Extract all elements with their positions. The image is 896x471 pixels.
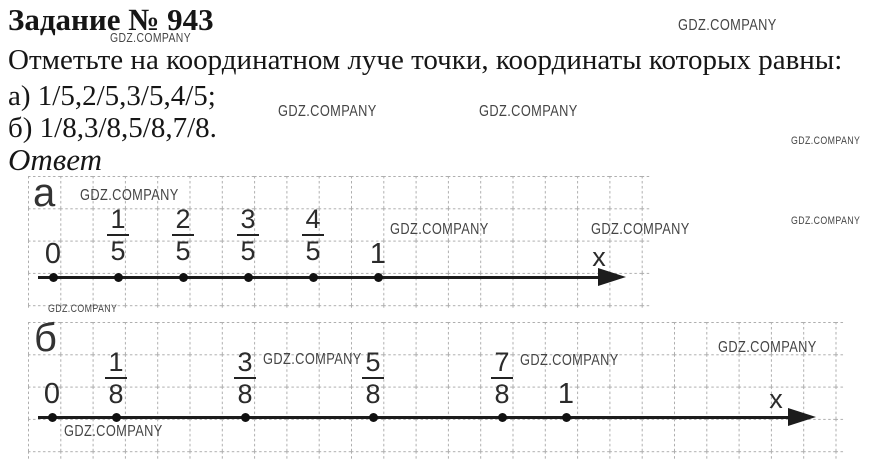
fraction-label-3-8: 3 8 bbox=[224, 347, 266, 409]
ray-b-point-1 bbox=[561, 413, 571, 422]
watermark: GDZ.COMPANY bbox=[263, 351, 362, 368]
fraction-denominator: 5 bbox=[240, 236, 256, 266]
watermark: GDZ.COMPANY bbox=[718, 339, 817, 356]
ray-b-origin-label: 0 bbox=[43, 378, 61, 410]
answer-label: Ответ bbox=[8, 142, 102, 177]
ray-b-point-0 bbox=[47, 413, 57, 422]
fraction-numerator: 3 bbox=[240, 204, 256, 234]
ray-a-point-4-5 bbox=[308, 273, 318, 282]
fraction-denominator: 5 bbox=[305, 236, 321, 266]
ray-a-unit-label: 1 bbox=[369, 238, 387, 270]
fraction-bar bbox=[491, 377, 513, 379]
coordinate-ray-b: б x 0 1 1 8 3 8 5 8 7 8 bbox=[28, 318, 845, 461]
watermark: GDZ.COMPANY bbox=[48, 303, 118, 315]
fraction-denominator: 8 bbox=[108, 379, 124, 409]
fraction-numerator: 2 bbox=[175, 204, 191, 234]
watermark: GDZ.COMPANY bbox=[678, 17, 777, 34]
ray-a-axis-letter: x bbox=[592, 242, 606, 272]
ray-a-point-3-5 bbox=[243, 273, 253, 282]
ray-b-unit-label: 1 bbox=[557, 378, 575, 410]
watermark: GDZ.COMPANY bbox=[64, 423, 163, 440]
fraction-numerator: 5 bbox=[365, 347, 381, 377]
ray-b-axis-letter: x bbox=[769, 384, 783, 414]
ray-a-axis-line bbox=[38, 276, 603, 279]
ray-b-axis-line bbox=[38, 416, 793, 419]
watermark: GDZ.COMPANY bbox=[390, 221, 489, 238]
watermark: GDZ.COMPANY bbox=[278, 103, 377, 120]
fraction-bar bbox=[237, 234, 259, 236]
ray-b-point-1-8 bbox=[111, 413, 121, 422]
fraction-bar bbox=[234, 377, 256, 379]
fraction-denominator: 8 bbox=[237, 379, 253, 409]
fraction-label-5-8: 5 8 bbox=[352, 347, 394, 409]
task-item-a: а) 1/5,2/5,3/5,4/5; bbox=[8, 80, 216, 112]
coordinate-ray-a: а x 0 1 1 5 2 5 3 5 4 5 bbox=[28, 171, 650, 310]
fraction-numerator: 1 bbox=[108, 347, 124, 377]
ray-a-point-1-5 bbox=[113, 273, 123, 282]
watermark: GDZ.COMPANY bbox=[80, 187, 179, 204]
grid-paper-a bbox=[28, 176, 650, 310]
fraction-denominator: 5 bbox=[175, 236, 191, 266]
fraction-denominator: 5 bbox=[110, 236, 126, 266]
fraction-label-3-5: 3 5 bbox=[227, 204, 269, 266]
ray-b-point-7-8 bbox=[497, 413, 507, 422]
fraction-bar bbox=[105, 377, 127, 379]
fraction-numerator: 7 bbox=[494, 347, 510, 377]
ray-a-point-0 bbox=[48, 273, 58, 282]
watermark: GDZ.COMPANY bbox=[110, 30, 192, 45]
fraction-label-4-5: 4 5 bbox=[292, 204, 334, 266]
ray-b-arrow-icon bbox=[788, 408, 816, 426]
watermark: GDZ.COMPANY bbox=[791, 135, 861, 147]
ray-a-point-1 bbox=[373, 273, 383, 282]
fraction-numerator: 3 bbox=[237, 347, 253, 377]
fraction-numerator: 1 bbox=[110, 204, 126, 234]
ray-a-origin-label: 0 bbox=[44, 238, 62, 270]
ray-a-label: а bbox=[33, 171, 56, 215]
fraction-denominator: 8 bbox=[494, 379, 510, 409]
watermark: GDZ.COMPANY bbox=[591, 221, 690, 238]
fraction-numerator: 4 bbox=[305, 204, 321, 234]
watermark: GDZ.COMPANY bbox=[520, 352, 619, 369]
watermark: GDZ.COMPANY bbox=[791, 215, 861, 227]
ray-a-point-2-5 bbox=[178, 273, 188, 282]
fraction-denominator: 8 bbox=[365, 379, 381, 409]
fraction-bar bbox=[107, 234, 129, 236]
fraction-bar bbox=[362, 377, 384, 379]
ray-b-point-3-8 bbox=[240, 413, 250, 422]
ray-b-point-5-8 bbox=[368, 413, 378, 422]
task-item-b: б) 1/8,3/8,5/8,7/8. bbox=[8, 112, 217, 144]
fraction-label-1-5: 1 5 bbox=[97, 204, 139, 266]
task-instruction: Отметьте на координатном луче точки, коо… bbox=[8, 44, 843, 76]
fraction-bar bbox=[302, 234, 324, 236]
ray-a-arrow-icon bbox=[598, 268, 626, 286]
fraction-label-7-8: 7 8 bbox=[481, 347, 523, 409]
task-title: Задание № 943 bbox=[8, 2, 214, 37]
ray-b-label: б bbox=[34, 316, 57, 360]
fraction-label-2-5: 2 5 bbox=[162, 204, 204, 266]
fraction-bar bbox=[172, 234, 194, 236]
watermark: GDZ.COMPANY bbox=[479, 103, 578, 120]
grid-paper-b bbox=[28, 322, 845, 461]
fraction-label-1-8: 1 8 bbox=[95, 347, 137, 409]
